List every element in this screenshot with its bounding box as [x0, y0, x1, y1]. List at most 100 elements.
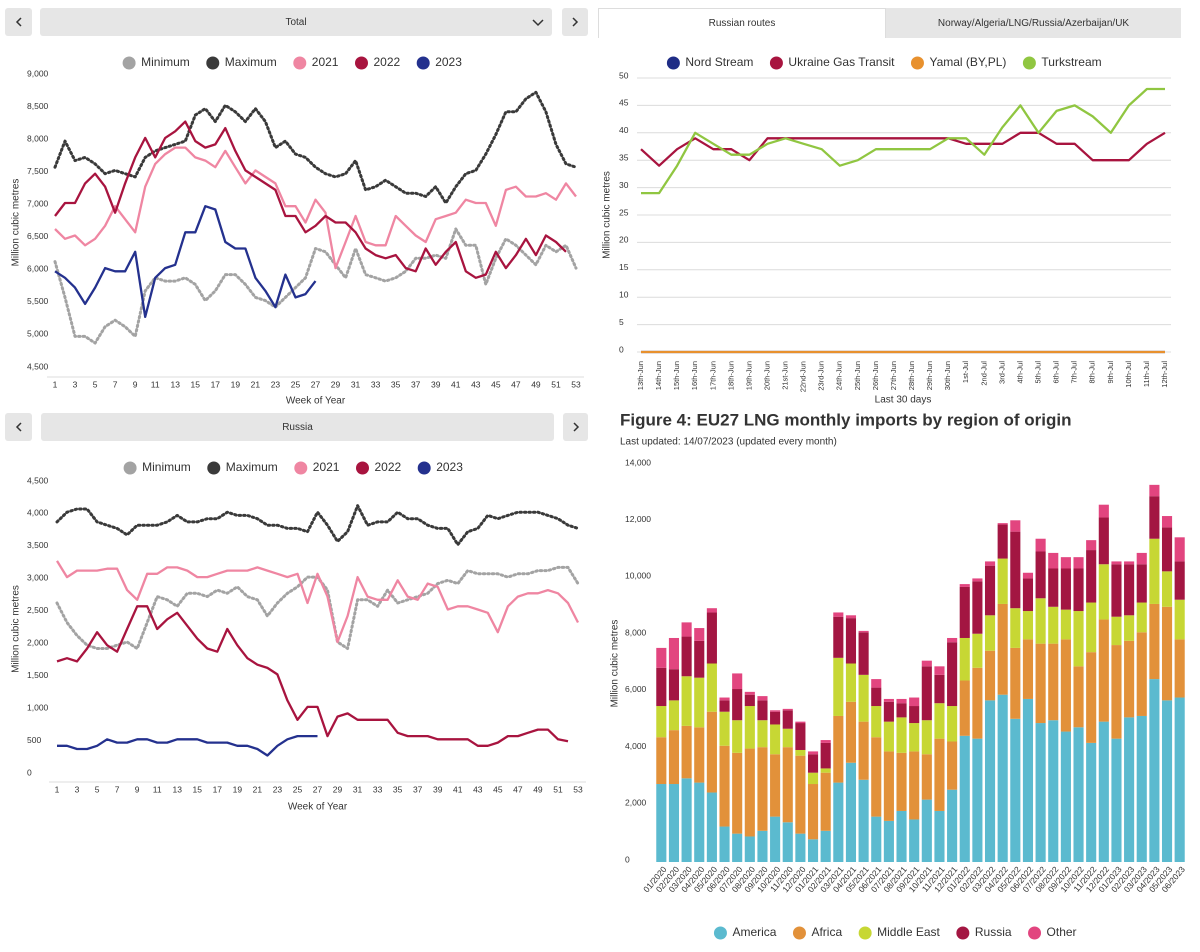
bar-segment [984, 561, 996, 566]
bar-segment [732, 752, 743, 834]
bar-segment [909, 697, 920, 707]
legend-marker [769, 56, 783, 70]
bar-segment [668, 700, 680, 731]
bar-segment [972, 667, 983, 739]
tab-label: Norway/Algeria/LNG/Russia/Azerbaijan/UK [937, 17, 1130, 29]
series-line [53, 227, 578, 345]
series-line [57, 734, 318, 757]
bar-segment [732, 833, 743, 862]
x-tick-label: 6th-Jul [1052, 361, 1061, 384]
bar-segment [845, 762, 857, 862]
y-tick-label: 3,000 [27, 573, 49, 583]
x-tick-label: 24th-Jun [835, 361, 844, 390]
bar-segment [1111, 738, 1122, 862]
x-tick-label: 29 [333, 784, 343, 794]
prev-button[interactable] [5, 8, 32, 36]
bar-segment [997, 524, 1008, 559]
bar-segment [1022, 611, 1034, 640]
next-button[interactable] [563, 413, 588, 441]
y-tick-label: 45 [619, 98, 629, 108]
bar-segment [820, 772, 831, 831]
next-button[interactable] [562, 8, 588, 36]
legend: Minimum Maximum 2021 2022 2023 [122, 55, 462, 70]
bar-segment [744, 836, 755, 862]
bar-segment [896, 810, 907, 862]
x-tick-label: 31 [353, 784, 363, 794]
bar-segment [668, 669, 680, 701]
bar-segment [959, 680, 970, 736]
bar-segment [1149, 496, 1160, 539]
bar-segment [1010, 520, 1021, 532]
bar-segment [997, 558, 1008, 604]
bar-segment [921, 660, 932, 667]
bar-segment [807, 784, 819, 840]
bar-segment [719, 826, 730, 862]
legend-label: Maximum [226, 460, 278, 474]
y-tick-label: 30 [619, 180, 629, 190]
bar-segment [1136, 564, 1147, 603]
bar-segment [820, 830, 831, 862]
x-tick-label: 27 [311, 379, 321, 389]
legend-marker [207, 461, 221, 475]
bar-segment [871, 737, 882, 817]
bar-segment [959, 586, 970, 638]
x-tick-label: 23rd-Jun [817, 361, 826, 391]
bar-segment [820, 768, 831, 773]
bar-segment [681, 725, 692, 779]
tab-label: Russian routes [708, 18, 776, 29]
region-dropdown[interactable]: Total [40, 8, 552, 36]
bar-segment [1073, 568, 1084, 612]
bar-segment [807, 839, 819, 862]
series-line [53, 90, 578, 205]
bar-segment [833, 616, 844, 658]
x-tick-label: 43 [471, 379, 481, 389]
y-tick-label: 500 [27, 735, 41, 745]
bar-segment [1010, 647, 1021, 719]
bar-segment [807, 751, 819, 755]
bar-segment [997, 523, 1008, 525]
legend-marker [293, 56, 307, 70]
bar-segment [1124, 717, 1135, 862]
bar-segment [972, 738, 983, 862]
y-tick-label: 0 [625, 854, 630, 864]
bar-segment [934, 674, 945, 704]
x-tick-label: 28th-Jun [907, 361, 916, 390]
legend-marker [294, 461, 308, 475]
x-tick-label: 8th-Jul [1088, 361, 1097, 384]
bar-segment [858, 632, 869, 675]
tab[interactable]: Norway/Algeria/LNG/Russia/Azerbaijan/UK [886, 8, 1181, 38]
x-tick-label: 39 [433, 784, 443, 794]
bar-segment [858, 674, 869, 722]
bar-segment [1086, 550, 1097, 603]
x-tick-label: 25 [293, 784, 303, 794]
legend-marker [792, 926, 806, 940]
bar-segment [795, 749, 806, 756]
series-line [55, 565, 580, 650]
bar-segment [1010, 608, 1021, 648]
y-tick-label: 2,000 [625, 798, 647, 808]
legend-marker [355, 461, 369, 475]
tab-active[interactable]: Russian routes [598, 8, 886, 38]
bar-segment [820, 742, 831, 769]
bar-segment [883, 701, 894, 722]
bar-segment [947, 637, 958, 643]
y-axis-label: Million cubic metres [11, 179, 22, 267]
selector-label: Russia [282, 421, 313, 433]
bar-segment [972, 633, 983, 668]
bar-segment [706, 711, 717, 793]
prev-button[interactable] [5, 413, 32, 441]
legend-label: Nord Stream [685, 55, 753, 69]
y-tick-label: 10,000 [625, 571, 651, 581]
legend: America Africa Middle East Russia Other [713, 925, 1077, 940]
x-tick-label: 33 [371, 379, 381, 389]
x-tick-label: 53 [571, 379, 581, 389]
bar-segment [947, 706, 958, 742]
legend-label: Turkstream [1041, 55, 1101, 69]
x-tick-label: 7th-Jul [1070, 361, 1079, 384]
region-selector[interactable]: Russia [41, 413, 554, 441]
bar-segment [871, 679, 882, 688]
bar-segment [1060, 609, 1071, 640]
x-tick-label: 25 [291, 379, 301, 389]
